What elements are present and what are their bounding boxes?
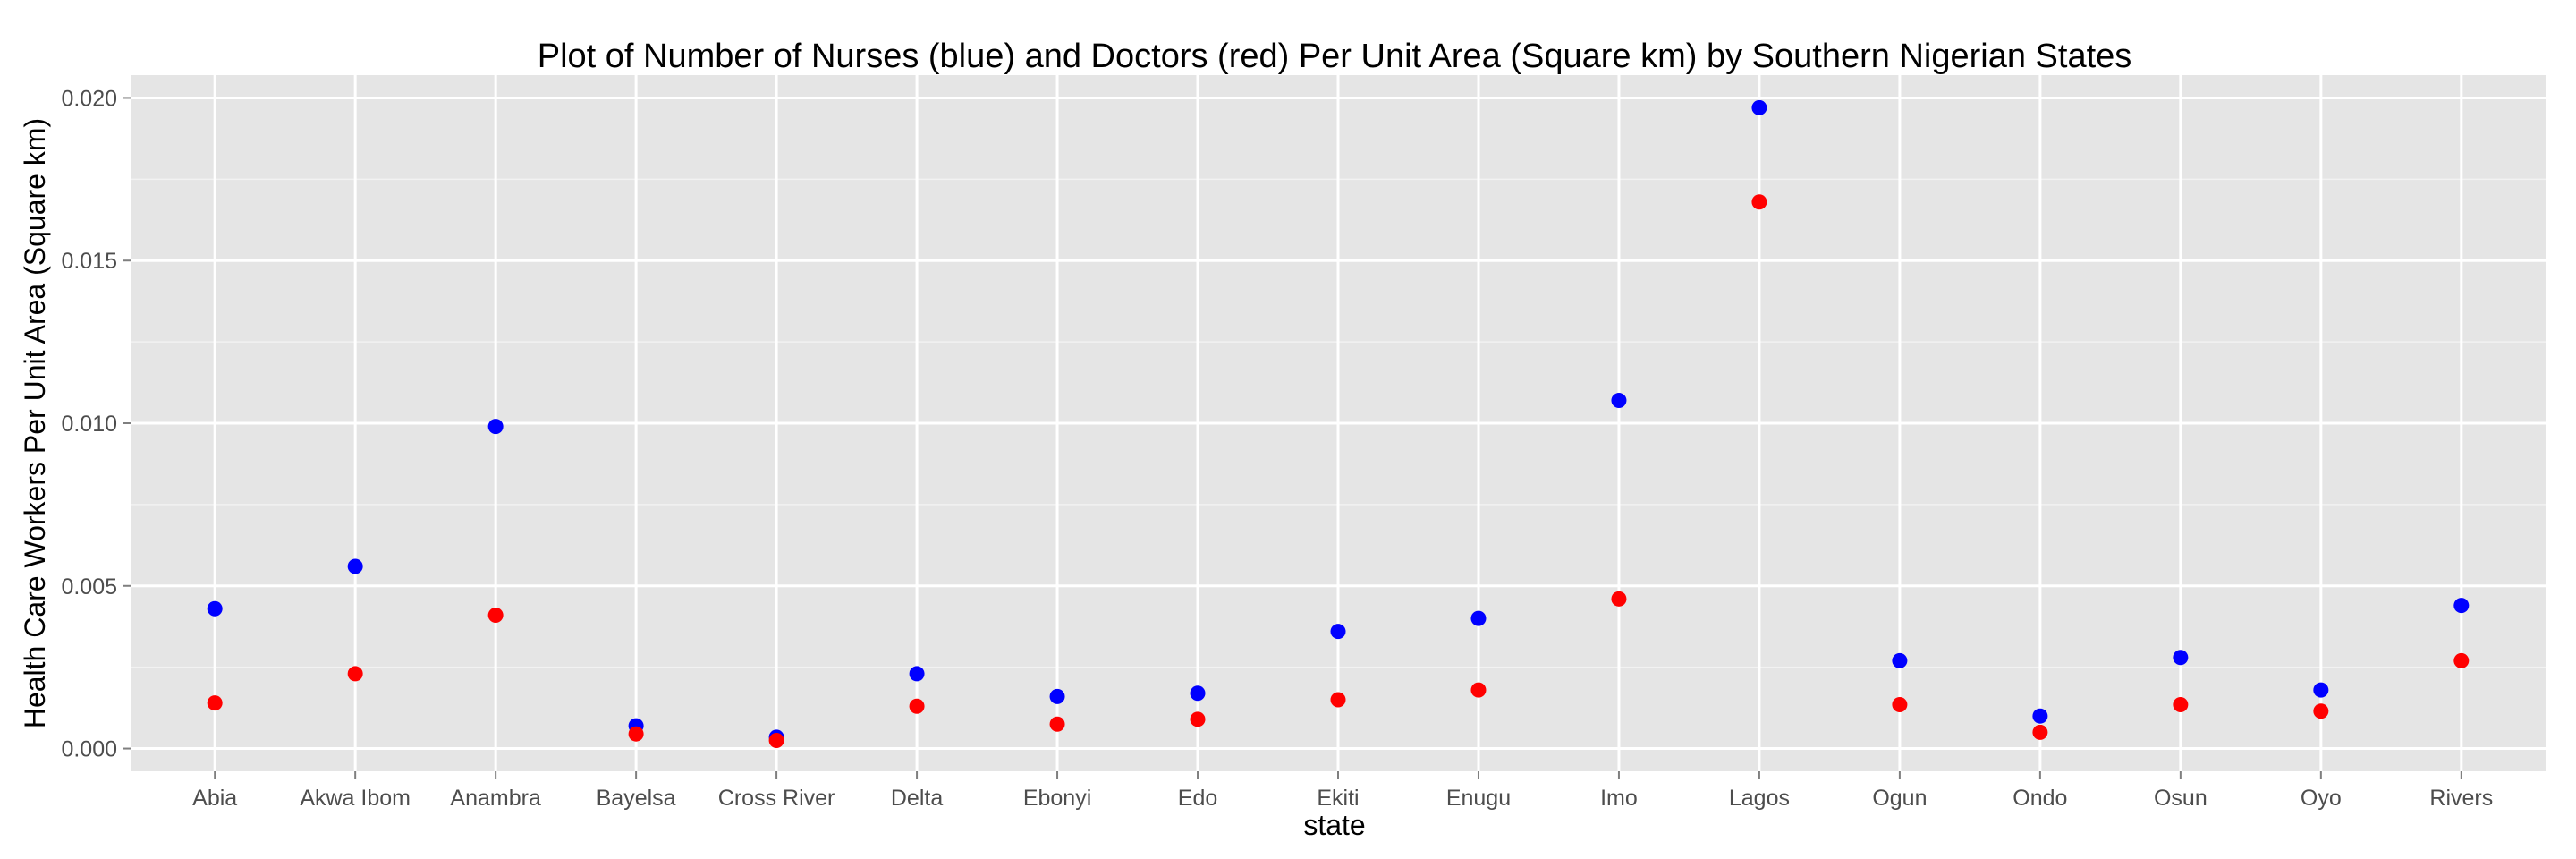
x-tick-label: Bayelsa [597, 786, 676, 811]
x-tick-label: Abia [192, 786, 237, 811]
data-point-series-0 [1611, 393, 1627, 409]
data-point-series-0 [909, 666, 925, 682]
data-point-series-1 [2173, 696, 2189, 712]
data-point-series-1 [2032, 724, 2048, 740]
data-point-series-0 [2173, 650, 2189, 666]
data-point-series-1 [1049, 716, 1065, 732]
y-axis-title: Health Care Workers Per Unit Area (Squar… [19, 118, 51, 728]
x-tick-label: Akwa Ibom [300, 786, 411, 811]
data-point-series-0 [1330, 624, 1346, 640]
x-tick-label: Ondo [2012, 786, 2067, 811]
y-tick-label: 0.005 [61, 574, 117, 600]
data-point-series-0 [1892, 652, 1908, 668]
chart-title: Plot of Number of Nurses (blue) and Doct… [538, 38, 2132, 75]
x-tick-label: Cross River [718, 786, 835, 811]
data-point-series-1 [1892, 696, 1908, 712]
data-point-series-1 [1751, 194, 1767, 210]
data-point-series-1 [2453, 652, 2470, 668]
x-axis-title: state [1303, 809, 1365, 841]
x-tick-label: Anambra [450, 786, 541, 811]
data-point-series-1 [487, 607, 504, 623]
data-point-series-0 [1190, 685, 1206, 702]
x-tick-label: Enugu [1446, 786, 1511, 811]
data-point-series-0 [207, 600, 223, 617]
x-tick-label: Imo [1600, 786, 1638, 811]
data-point-series-1 [2313, 703, 2329, 719]
data-point-series-0 [1049, 688, 1065, 704]
data-point-series-1 [768, 732, 784, 748]
y-tick-label: 0.020 [61, 86, 117, 111]
x-tick-label: Edo [1178, 786, 1217, 811]
data-point-series-0 [2313, 682, 2329, 698]
x-tick-label: Oyo [2301, 786, 2342, 811]
x-tick-label: Ekiti [1317, 786, 1359, 811]
x-tick-label: Rivers [2429, 786, 2493, 811]
data-point-series-1 [909, 698, 925, 714]
x-tick-label: Ebonyi [1023, 786, 1091, 811]
x-tick-label: Lagos [1729, 786, 1790, 811]
data-point-series-1 [1190, 711, 1206, 727]
x-tick-label: Delta [891, 786, 943, 811]
data-point-series-1 [1611, 591, 1627, 607]
data-point-series-1 [1330, 692, 1346, 708]
x-tick-label: Osun [2154, 786, 2207, 811]
tick-layer: 0.000 0.005 0.010 0.015 0.020 Abia Akwa Ibom An… [61, 86, 2493, 811]
y-tick-label: 0.000 [61, 737, 117, 762]
data-point-series-0 [1751, 99, 1767, 115]
data-point-series-0 [347, 558, 363, 574]
data-point-series-1 [347, 666, 363, 682]
data-point-series-1 [207, 695, 223, 711]
data-point-series-1 [1470, 682, 1487, 698]
grid-layer [131, 75, 2546, 771]
data-point-series-0 [487, 419, 504, 435]
data-point-series-0 [2453, 598, 2470, 614]
x-tick-label: Ogun [1872, 786, 1927, 811]
data-point-series-1 [628, 726, 644, 742]
y-tick-label: 0.015 [61, 249, 117, 274]
data-point-series-0 [1470, 610, 1487, 626]
data-point-series-0 [2032, 708, 2048, 724]
y-tick-label: 0.010 [61, 412, 117, 437]
point-layer [207, 99, 2470, 748]
